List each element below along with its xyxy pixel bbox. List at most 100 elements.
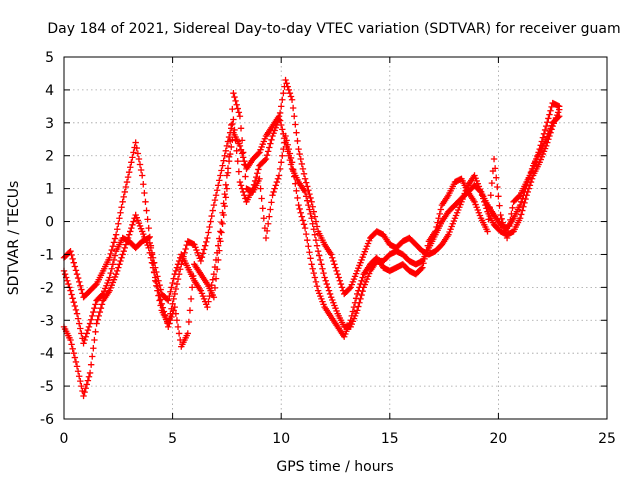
data-point <box>436 210 443 218</box>
data-point <box>239 149 247 156</box>
data-point <box>269 192 276 199</box>
data-point <box>158 300 165 308</box>
data-point <box>205 229 212 236</box>
data-point <box>280 90 287 97</box>
y-tick-label: 4 <box>45 83 54 99</box>
data-point <box>487 192 494 199</box>
data-point <box>521 199 528 207</box>
data-point <box>74 315 82 322</box>
data-point <box>276 109 284 117</box>
data-point <box>114 226 121 233</box>
data-point <box>175 330 183 337</box>
data-point <box>291 173 298 180</box>
data-point <box>495 193 502 200</box>
data-point <box>286 90 294 97</box>
data-point <box>234 105 241 112</box>
data-point <box>112 231 120 238</box>
data-point <box>177 266 184 273</box>
data-point <box>67 287 74 294</box>
data-point <box>174 323 182 331</box>
data-point <box>518 198 525 205</box>
data-point <box>305 243 312 250</box>
data-point <box>296 205 303 213</box>
y-tick-label: 2 <box>45 149 54 165</box>
data-point <box>538 138 546 145</box>
data-point <box>334 271 341 278</box>
y-tick-label: -1 <box>40 247 54 263</box>
data-point <box>169 279 176 287</box>
data-point <box>221 202 228 210</box>
data-point <box>149 264 157 271</box>
data-point <box>304 183 311 190</box>
data-point <box>71 302 79 310</box>
data-point <box>333 267 340 275</box>
data-point <box>76 373 83 380</box>
data-point <box>310 226 317 233</box>
data-point <box>123 238 131 245</box>
data-point <box>297 209 304 216</box>
data-point <box>216 177 223 184</box>
y-tick-label: -2 <box>40 280 54 296</box>
data-point <box>172 310 180 317</box>
data-point <box>262 155 270 163</box>
data-point <box>268 199 275 206</box>
data-point <box>130 149 137 156</box>
series-track-a <box>60 76 563 327</box>
data-point <box>144 216 151 223</box>
data-point <box>78 382 85 390</box>
data-point <box>128 224 135 232</box>
data-point <box>161 312 169 319</box>
data-point <box>124 234 132 242</box>
data-point <box>210 271 218 278</box>
data-point <box>87 316 95 323</box>
data-point <box>316 252 323 259</box>
data-point <box>77 377 84 385</box>
data-point <box>115 264 122 271</box>
data-point <box>306 249 313 256</box>
data-point <box>108 265 115 272</box>
data-point <box>71 354 79 361</box>
data-point <box>133 144 140 152</box>
data-point <box>311 274 319 281</box>
data-point <box>418 265 425 272</box>
data-point <box>287 154 295 162</box>
data-point <box>355 287 362 294</box>
data-point <box>519 195 526 202</box>
data-point <box>61 271 69 278</box>
data-point <box>173 280 181 288</box>
data-point <box>307 255 314 262</box>
data-point <box>112 271 120 278</box>
data-point <box>310 269 317 277</box>
data-point <box>222 194 230 201</box>
data-point <box>275 172 283 179</box>
data-point <box>419 264 426 271</box>
data-point <box>124 173 132 181</box>
data-point <box>171 303 178 311</box>
data-point <box>80 340 87 347</box>
data-point <box>132 139 139 146</box>
data-point <box>125 168 133 176</box>
y-tick-label: -5 <box>40 379 54 395</box>
data-point <box>347 317 354 324</box>
data-point <box>230 116 237 123</box>
data-point <box>306 190 313 198</box>
data-point <box>135 155 143 163</box>
data-point <box>173 264 181 271</box>
data-point <box>423 246 430 254</box>
data-point <box>87 361 95 368</box>
data-point <box>508 210 515 218</box>
data-point <box>145 234 152 242</box>
data-point <box>84 377 92 384</box>
data-point <box>82 333 89 340</box>
data-point <box>216 247 223 254</box>
data-point <box>129 154 136 161</box>
data-point <box>233 101 240 108</box>
data-point <box>163 296 171 303</box>
data-point <box>170 307 177 314</box>
data-point <box>279 96 286 103</box>
data-point <box>213 266 221 273</box>
data-point <box>545 115 552 122</box>
data-point <box>302 230 310 238</box>
data-point <box>68 291 75 298</box>
data-point <box>300 221 308 228</box>
